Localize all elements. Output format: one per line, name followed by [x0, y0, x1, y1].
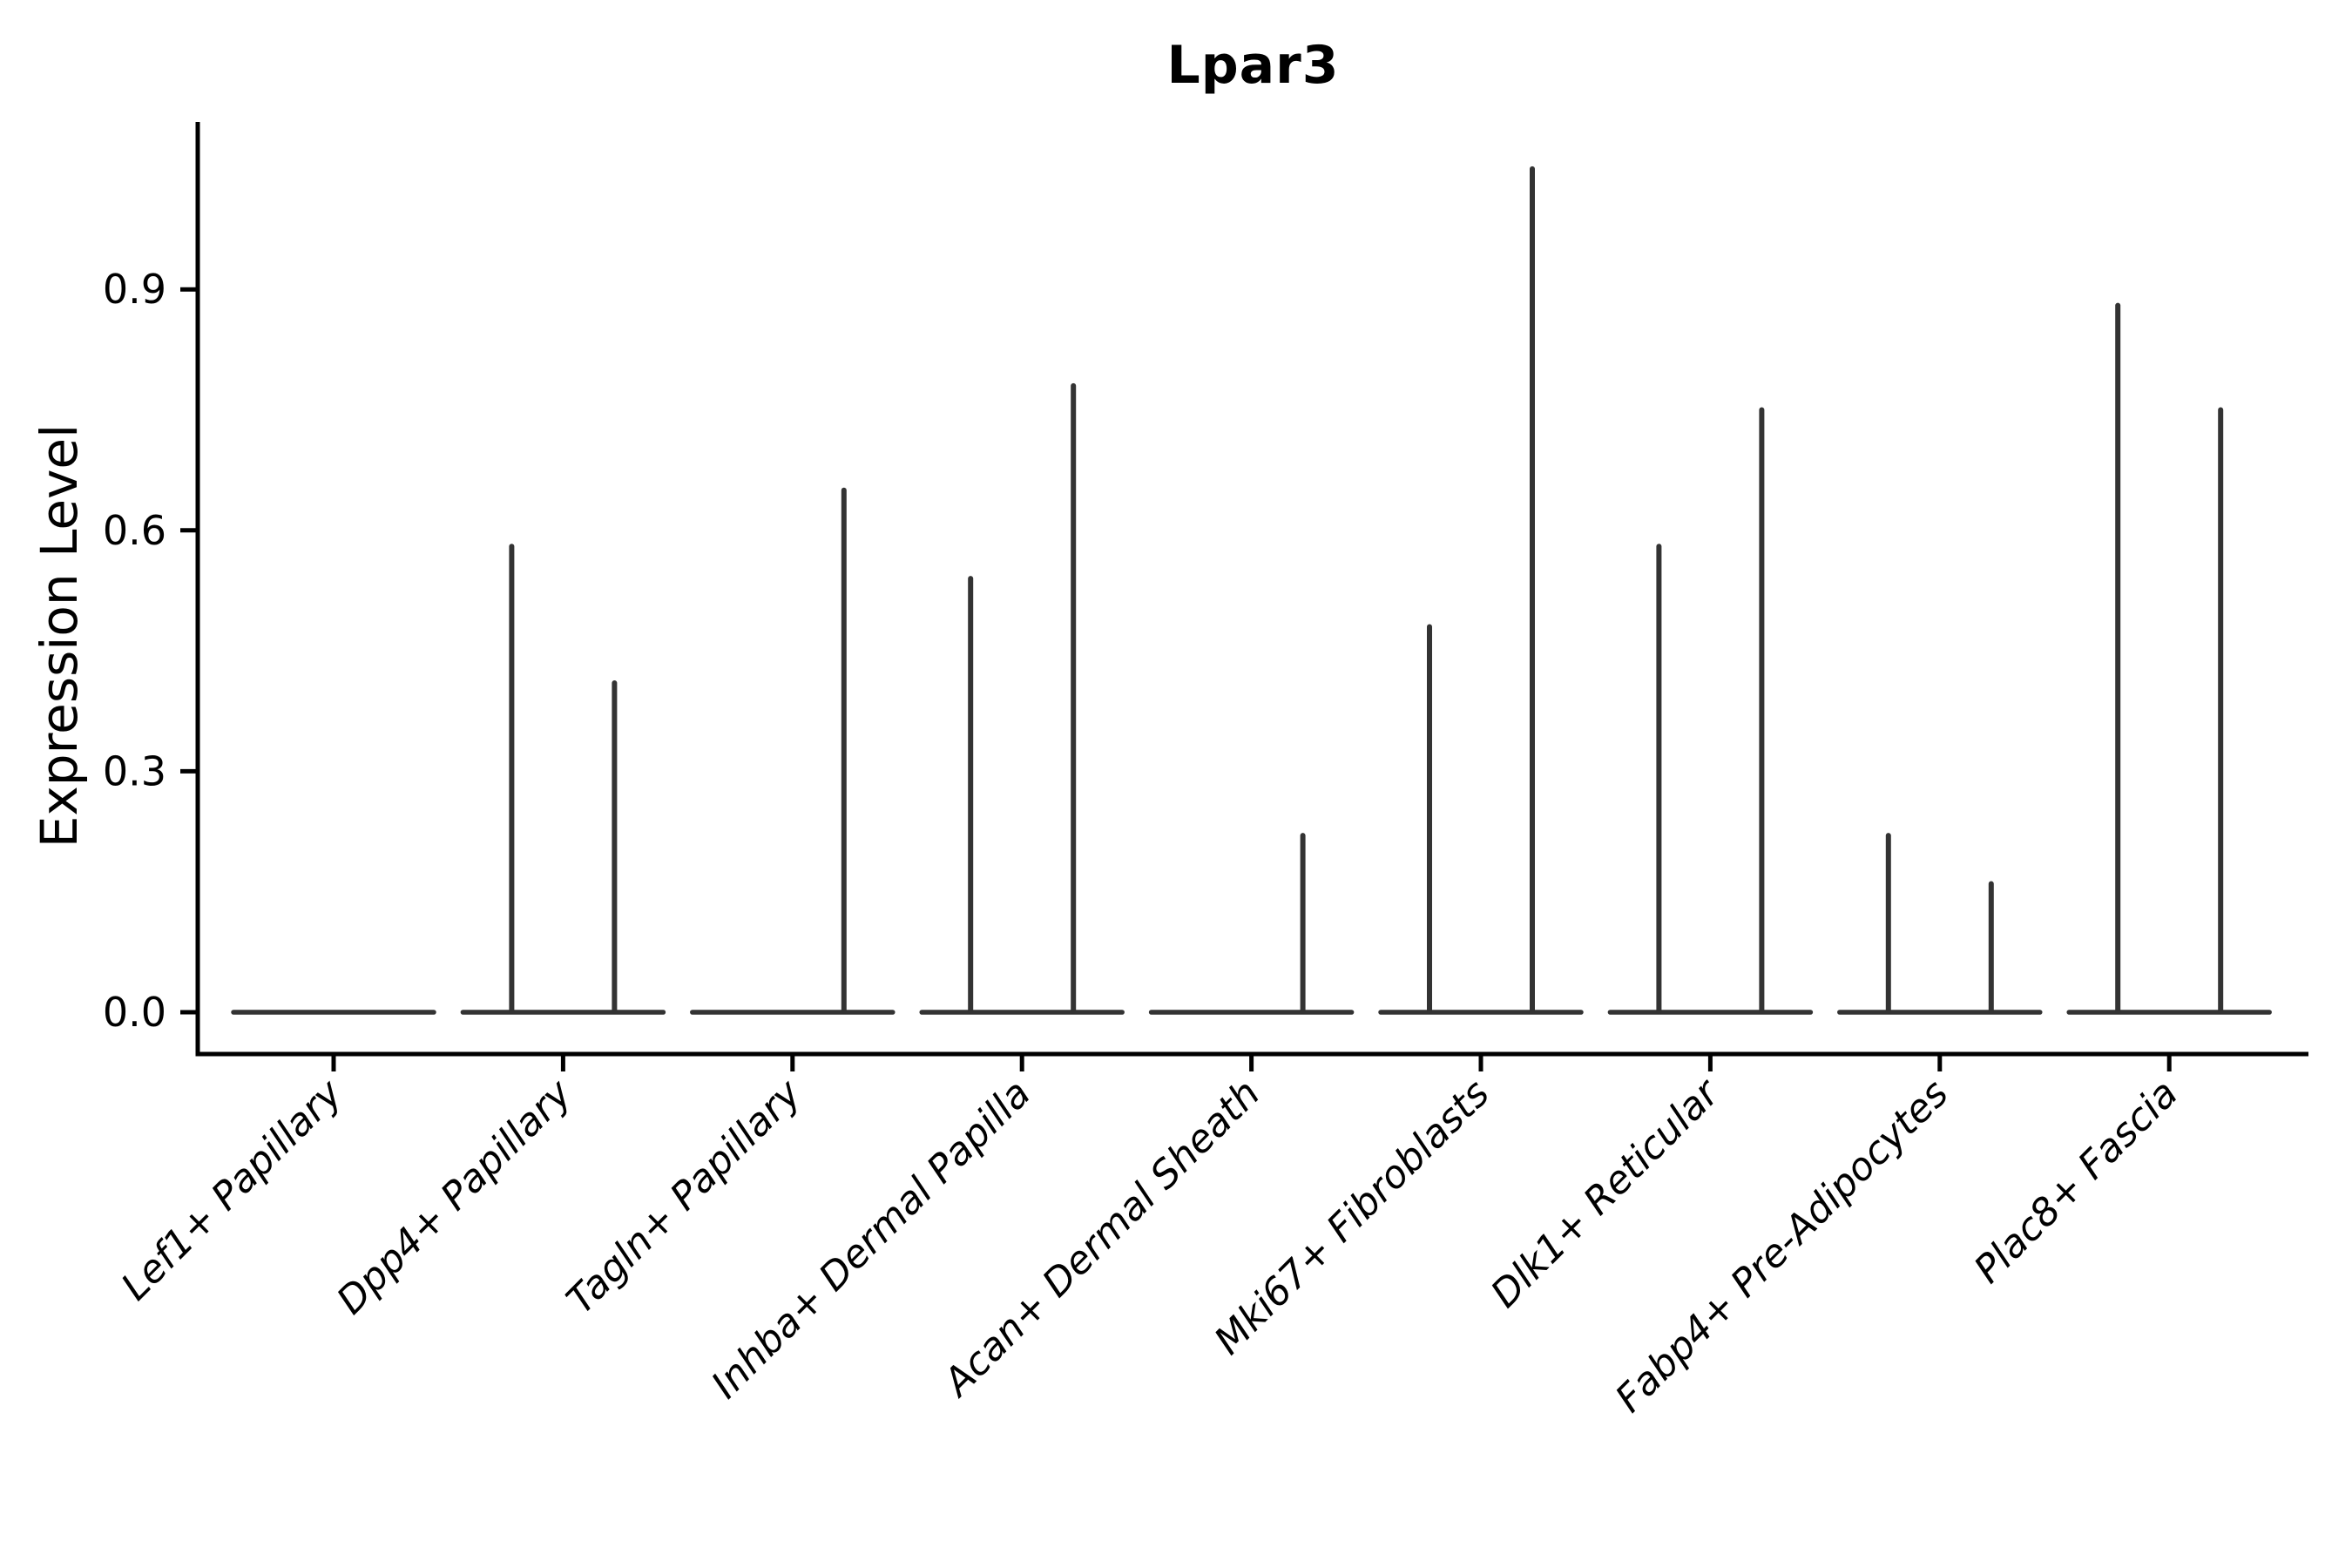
y-tick-label: 0.3	[103, 747, 166, 794]
y-tick-label: 0.6	[103, 507, 166, 554]
y-tick-label: 0.0	[103, 989, 166, 1036]
chart-title: Lpar3	[1166, 35, 1340, 96]
y-tick-label: 0.9	[103, 266, 166, 313]
x-tick-label: Dlk1+ Reticular	[1483, 1070, 1729, 1316]
x-tick-label: Lef1+ Papillary	[113, 1071, 352, 1309]
x-tick-label: Dpp4+ Papillary	[328, 1071, 581, 1323]
x-tick-label: Tagln+ Papillary	[558, 1071, 810, 1322]
x-tick-label: Plac8+ Fascia	[1966, 1071, 2186, 1292]
